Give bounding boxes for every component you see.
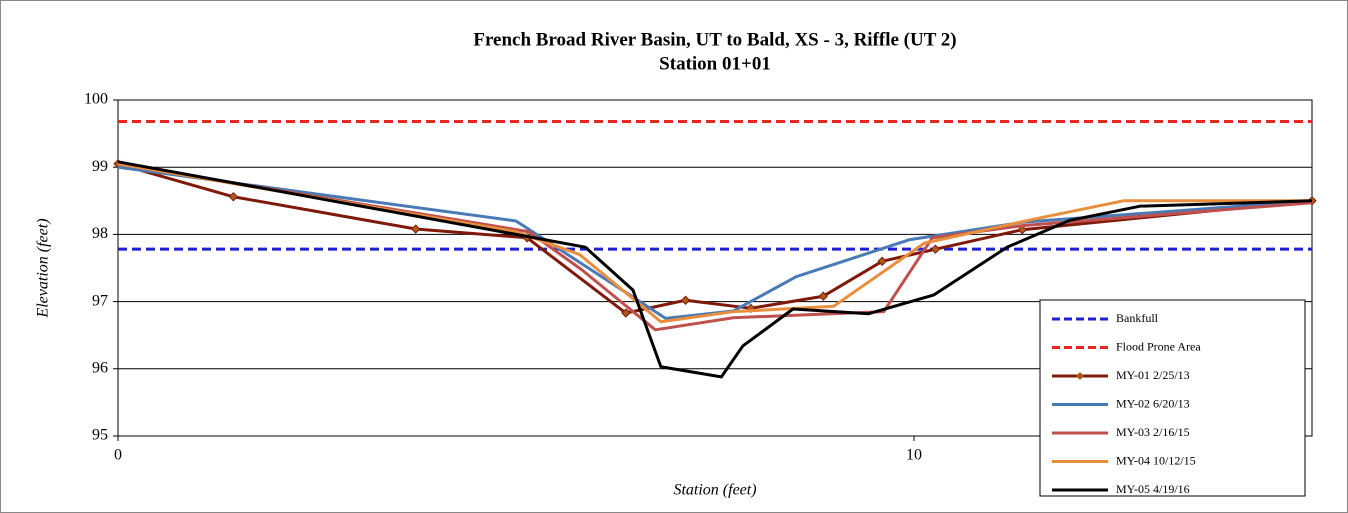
y-tick-label: 97 [92, 292, 108, 309]
y-tick-label: 100 [84, 91, 108, 108]
y-tick-label: 96 [92, 359, 108, 376]
x-axis-label: Station (feet) [673, 482, 756, 499]
point-marker [680, 295, 691, 305]
series-line [117, 162, 1312, 324]
legend-label: MY-02 6/20/13 [1116, 396, 1190, 410]
chart-subtitle: Station 01+01 [659, 53, 771, 74]
point-marker [621, 308, 631, 318]
chart-title: French Broad River Basin, UT to Bald, XS… [473, 29, 956, 50]
x-tick-label: 10 [906, 447, 922, 464]
plot-frame [117, 99, 1313, 437]
legend-label: MY-01 2/25/13 [1116, 368, 1190, 382]
y-tick-label: 98 [92, 225, 108, 242]
series-line [117, 160, 1313, 379]
y-tick-label: 95 [92, 427, 108, 444]
x-tick-label: 0 [114, 447, 122, 464]
legend-label: Flood Prone Area [1116, 339, 1201, 353]
legend-box [1039, 299, 1306, 497]
y-axis-label: Elevation (feet) [35, 218, 52, 318]
legend-marker [1076, 372, 1084, 380]
series-line [117, 162, 1313, 315]
point-marker [1017, 224, 1027, 235]
point-marker [930, 244, 941, 254]
legend-label: MY-03 2/16/15 [1116, 425, 1190, 439]
legend-label: MY-05 4/19/16 [1116, 482, 1190, 496]
legend-label: Bankfull [1116, 311, 1159, 325]
point-marker [877, 256, 887, 266]
point-marker [410, 224, 421, 234]
point-marker [818, 291, 828, 301]
point-marker [228, 192, 239, 202]
legend-label: MY-04 10/12/15 [1116, 453, 1196, 467]
y-tick-label: 99 [92, 158, 108, 175]
